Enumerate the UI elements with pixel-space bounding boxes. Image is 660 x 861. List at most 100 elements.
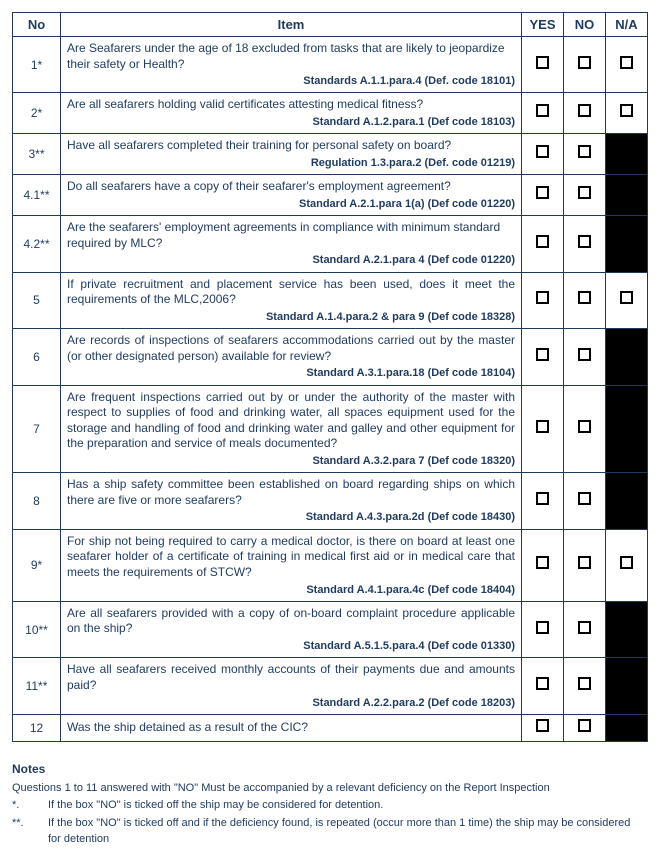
- row-yes[interactable]: [522, 93, 564, 134]
- row-item-text: Are the seafarers' employment agreements…: [67, 220, 500, 250]
- row-yes[interactable]: [522, 175, 564, 216]
- row-no[interactable]: [564, 272, 606, 328]
- checkbox-icon[interactable]: [578, 186, 591, 199]
- table-row: 8Has a ship safety committee been establ…: [13, 473, 648, 529]
- row-no[interactable]: [564, 37, 606, 93]
- row-yes[interactable]: [522, 329, 564, 385]
- checkbox-icon[interactable]: [578, 348, 591, 361]
- row-standard: Standard A.2.2.para.2 (Def code 18203): [67, 696, 515, 710]
- checkbox-icon[interactable]: [578, 145, 591, 158]
- row-no[interactable]: [564, 601, 606, 657]
- row-no[interactable]: [564, 134, 606, 175]
- row-yes[interactable]: [522, 658, 564, 714]
- checkbox-icon[interactable]: [578, 719, 591, 732]
- table-row: 12 Was the ship detained as a result of t…: [13, 714, 648, 741]
- checkbox-icon[interactable]: [536, 104, 549, 117]
- header-row: No Item YES NO N/A: [13, 13, 648, 37]
- checkbox-icon[interactable]: [620, 556, 633, 569]
- row-no[interactable]: [564, 329, 606, 385]
- checkbox-icon[interactable]: [578, 556, 591, 569]
- row-item: Are frequent inspections carried out by …: [61, 385, 522, 473]
- row-item: Has a ship safety committee been establi…: [61, 473, 522, 529]
- row-na: [606, 329, 648, 385]
- row-item: Have all seafarers completed their train…: [61, 134, 522, 175]
- row-no[interactable]: [564, 385, 606, 473]
- table-row: 4.2**Are the seafarers' employment agree…: [13, 216, 648, 272]
- row-no: 5: [13, 272, 61, 328]
- checkbox-icon[interactable]: [578, 235, 591, 248]
- row-item: Do all seafarers have a copy of their se…: [61, 175, 522, 216]
- table-row: 10**Are all seafarers provided with a co…: [13, 601, 648, 657]
- row-na[interactable]: [606, 272, 648, 328]
- row-na: [606, 216, 648, 272]
- row-yes[interactable]: [522, 385, 564, 473]
- row-no[interactable]: [564, 473, 606, 529]
- row-no[interactable]: [564, 658, 606, 714]
- row-standard: Standard A.2.1.para 4 (Def code 01220): [67, 253, 515, 267]
- row-na: [606, 175, 648, 216]
- checkbox-icon[interactable]: [536, 420, 549, 433]
- row-standard: Standard A.3.2.para 7 (Def code 18320): [67, 454, 515, 468]
- header-yes: YES: [522, 13, 564, 37]
- checkbox-icon[interactable]: [536, 492, 549, 505]
- row-no[interactable]: [564, 216, 606, 272]
- checkbox-icon[interactable]: [536, 348, 549, 361]
- row-standard: Standard A.2.1.para 1(a) (Def code 01220…: [67, 197, 515, 211]
- row-item-text: Are Seafarers under the age of 18 exclud…: [67, 41, 505, 71]
- row-yes[interactable]: [522, 473, 564, 529]
- row-item: Was the ship detained as a result of the…: [61, 714, 522, 741]
- row-na[interactable]: [606, 37, 648, 93]
- row-no[interactable]: [564, 529, 606, 601]
- row-na[interactable]: [606, 529, 648, 601]
- row-yes[interactable]: [522, 529, 564, 601]
- table-row: 9*For ship not being required to carry a…: [13, 529, 648, 601]
- checkbox-icon[interactable]: [578, 291, 591, 304]
- checkbox-icon[interactable]: [536, 719, 549, 732]
- row-yes[interactable]: [522, 134, 564, 175]
- row-item: Are Seafarers under the age of 18 exclud…: [61, 37, 522, 93]
- checkbox-icon[interactable]: [578, 621, 591, 634]
- row-yes[interactable]: [522, 37, 564, 93]
- row-na: [606, 134, 648, 175]
- table-row: 5If private recruitment and placement se…: [13, 272, 648, 328]
- checkbox-icon[interactable]: [536, 621, 549, 634]
- header-no2: NO: [564, 13, 606, 37]
- notes-item: *.If the box "NO" is ticked off the ship…: [12, 797, 648, 814]
- row-item-text: Have all seafarers received monthly acco…: [67, 662, 515, 692]
- checkbox-icon[interactable]: [536, 677, 549, 690]
- checkbox-icon[interactable]: [536, 56, 549, 69]
- row-standard: Standard A.4.1.para.4c (Def code 18404): [67, 583, 515, 597]
- checkbox-icon[interactable]: [620, 291, 633, 304]
- checkbox-icon[interactable]: [578, 677, 591, 690]
- checkbox-icon[interactable]: [578, 56, 591, 69]
- row-yes[interactable]: [522, 601, 564, 657]
- row-item: Are all seafarers holding valid certific…: [61, 93, 522, 134]
- row-standard: Standard A.5.1.5.para.4 (Def code 01330): [67, 639, 515, 653]
- row-no: 12: [13, 714, 61, 741]
- row-item: If private recruitment and placement ser…: [61, 272, 522, 328]
- checkbox-icon[interactable]: [578, 492, 591, 505]
- row-item-text: Was the ship detained as a result of the…: [67, 720, 308, 734]
- checkbox-icon[interactable]: [620, 104, 633, 117]
- checkbox-icon[interactable]: [620, 56, 633, 69]
- checkbox-icon[interactable]: [578, 420, 591, 433]
- row-standard: Standards A.1.1.para.4 (Def. code 18101): [67, 74, 515, 88]
- table-row: 4.1**Do all seafarers have a copy of the…: [13, 175, 648, 216]
- checkbox-icon[interactable]: [536, 291, 549, 304]
- checkbox-icon[interactable]: [536, 186, 549, 199]
- row-yes[interactable]: [522, 272, 564, 328]
- row-yes[interactable]: [522, 714, 564, 741]
- notes-intro: Questions 1 to 11 answered with "NO" Mus…: [12, 780, 648, 797]
- row-no[interactable]: [564, 93, 606, 134]
- notes-title: Notes: [12, 760, 648, 778]
- row-no[interactable]: [564, 175, 606, 216]
- checkbox-icon[interactable]: [536, 556, 549, 569]
- row-yes[interactable]: [522, 216, 564, 272]
- checkbox-icon[interactable]: [578, 104, 591, 117]
- row-no[interactable]: [564, 714, 606, 741]
- checkbox-icon[interactable]: [536, 235, 549, 248]
- checkbox-icon[interactable]: [536, 145, 549, 158]
- notes-item-mark: **.: [12, 815, 48, 832]
- row-item-text: Have all seafarers completed their train…: [67, 138, 451, 152]
- row-na[interactable]: [606, 93, 648, 134]
